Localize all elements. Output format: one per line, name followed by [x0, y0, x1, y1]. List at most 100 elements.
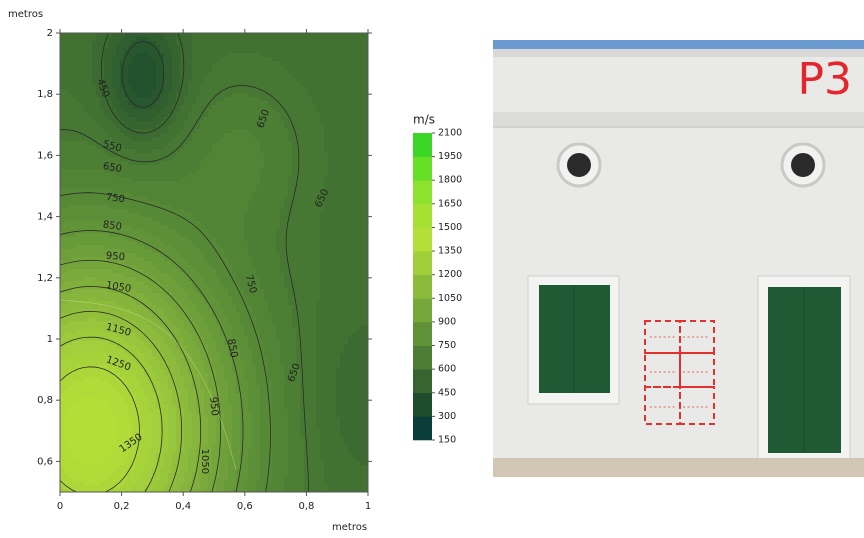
- fill-cell: [256, 489, 269, 493]
- contour-label: 1050: [199, 449, 210, 474]
- fill-cell: [236, 481, 245, 486]
- fill-cell: [232, 369, 245, 374]
- fill-cell: [188, 173, 261, 178]
- fill-cell: [296, 353, 317, 358]
- fill-cell: [264, 341, 281, 346]
- fill-cell: [184, 209, 249, 214]
- colorbar-segment: [413, 180, 432, 205]
- fill-cell: [152, 349, 161, 354]
- fill-cell: [208, 473, 221, 478]
- fill-cell: [220, 57, 273, 62]
- fill-cell: [104, 245, 145, 250]
- fill-cell: [204, 117, 281, 122]
- fill-cell: [152, 417, 161, 422]
- colorbar-title: m/s: [413, 113, 435, 127]
- fill-cell: [124, 53, 137, 58]
- fill-cell: [160, 409, 169, 414]
- fill-cell: [224, 373, 237, 378]
- fill-cell: [132, 437, 141, 442]
- fill-cell: [208, 377, 217, 382]
- fill-cell: [284, 477, 305, 482]
- fill-cell: [96, 317, 129, 322]
- fill-cell: [296, 357, 317, 362]
- fill-cell: [324, 129, 369, 134]
- fill-cell: [212, 309, 225, 314]
- fill-cell: [60, 341, 73, 346]
- fill-cell: [64, 357, 117, 362]
- fill-cell: [108, 133, 125, 138]
- fill-cell: [152, 353, 165, 358]
- fill-cell: [224, 441, 233, 446]
- contour-line: [59, 366, 140, 493]
- fill-cell: [124, 293, 145, 298]
- fill-cell: [272, 457, 289, 462]
- fill-cell: [260, 145, 293, 150]
- fill-cell: [232, 297, 249, 302]
- colorbar-segment: [413, 227, 432, 252]
- fill-cell: [68, 89, 97, 94]
- fill-cell: [124, 349, 141, 354]
- fill-cell: [204, 317, 217, 322]
- fill-cell: [248, 301, 269, 306]
- fill-cell: [228, 469, 237, 474]
- fill-cell: [144, 293, 161, 298]
- fill-cell: [192, 433, 201, 438]
- fill-cell: [60, 349, 125, 354]
- fill-cell: [128, 453, 141, 458]
- fill-cell: [196, 129, 233, 134]
- fill-cell: [176, 309, 189, 314]
- fill-cell: [356, 457, 369, 462]
- fill-cell: [132, 369, 145, 374]
- fill-cell: [80, 101, 101, 106]
- fill-cell: [212, 389, 221, 394]
- fill-cell: [180, 61, 193, 66]
- fill-cell: [140, 421, 153, 426]
- fill-cell: [212, 333, 221, 338]
- fill-cell: [176, 33, 193, 38]
- fill-cell: [240, 397, 249, 402]
- fill-cell: [244, 293, 265, 298]
- fill-cell: [288, 433, 301, 438]
- fill-cell: [160, 441, 169, 446]
- fill-cell: [120, 81, 129, 86]
- fill-cell: [128, 65, 157, 70]
- fill-cell: [220, 353, 229, 358]
- fill-cell: [176, 381, 185, 386]
- fill-cell: [192, 437, 201, 442]
- fill-cell: [176, 117, 189, 122]
- fill-cell: [284, 389, 301, 394]
- fill-cell: [220, 457, 229, 462]
- colorbar-tick-label: 1650: [438, 198, 462, 209]
- fill-cell: [192, 241, 217, 246]
- fill-cell: [216, 341, 225, 346]
- fill-cell: [280, 209, 325, 214]
- fill-cell: [336, 401, 369, 406]
- fill-cell: [284, 385, 301, 390]
- fill-cell: [192, 413, 201, 418]
- fill-cell: [196, 489, 205, 493]
- fill-cell: [288, 441, 305, 446]
- fill-cell: [320, 429, 341, 434]
- fill-cell: [132, 357, 145, 362]
- fill-cell: [200, 377, 209, 382]
- fill-cell: [228, 317, 241, 322]
- fill-cell: [320, 297, 369, 302]
- fill-cell: [180, 405, 189, 410]
- fill-cell: [172, 121, 185, 126]
- colorbar-tick-label: 750: [438, 340, 456, 351]
- fill-cell: [320, 113, 369, 118]
- fill-cell: [280, 213, 321, 218]
- fill-cell: [276, 325, 293, 330]
- colorbar-tick-label: 1950: [438, 151, 462, 162]
- fill-cell: [280, 341, 297, 346]
- fill-cell: [284, 393, 301, 398]
- fill-cell: [228, 381, 237, 386]
- fill-cell: [168, 113, 177, 118]
- fill-cell: [252, 413, 261, 418]
- fill-cell: [320, 441, 345, 446]
- fill-cell: [228, 477, 237, 482]
- fill-cell: [124, 249, 153, 254]
- fill-cell: [60, 169, 105, 174]
- fill-cell: [236, 309, 253, 314]
- fill-cell: [252, 357, 269, 362]
